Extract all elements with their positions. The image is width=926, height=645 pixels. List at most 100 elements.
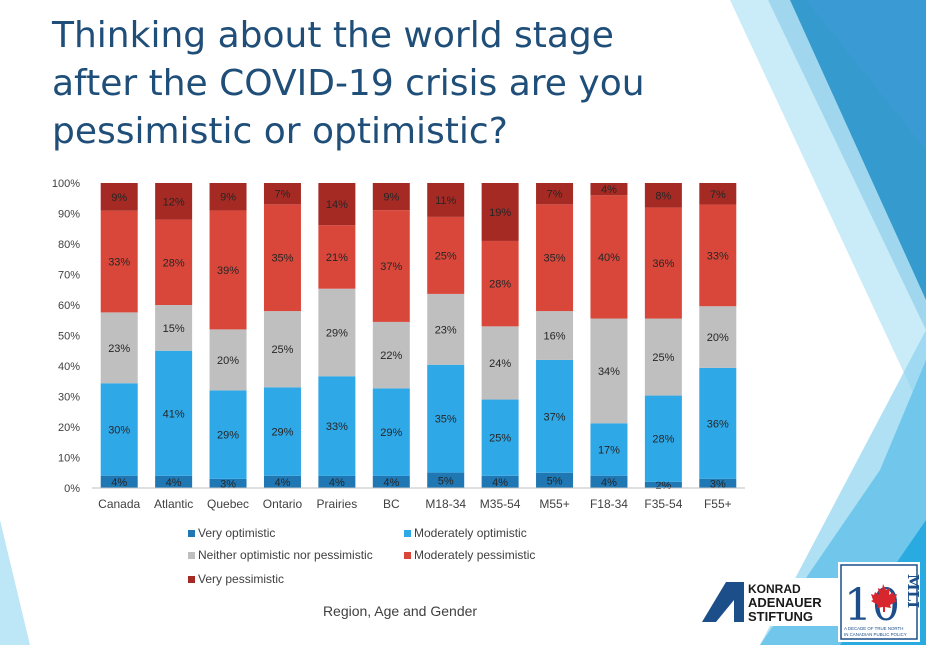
mli-logo-number: 10 [844, 580, 900, 631]
bar-segment-neither [644, 318, 682, 396]
bar-segment-moderately-pessimistic [318, 225, 356, 289]
data-label: 4% [166, 477, 182, 489]
y-tick-label: 100% [52, 178, 80, 190]
data-label: 9% [383, 192, 399, 204]
data-label: 29% [326, 327, 348, 339]
y-tick-label: 50% [58, 331, 80, 343]
bar-segment-very-pessimistic [209, 183, 247, 211]
legend-label: Moderately pessimistic [414, 548, 536, 562]
bar-segment-neither [590, 318, 628, 424]
data-label: 3% [710, 478, 726, 490]
data-label: 36% [652, 258, 674, 270]
bar-segment-neither [481, 326, 519, 400]
y-tick-label: 40% [58, 361, 80, 373]
kas-logo-line-2: ADENAUER [748, 595, 822, 610]
data-label: 29% [380, 427, 402, 439]
data-label: 11% [435, 195, 456, 207]
x-axis-title: Region, Age and Gender [322, 603, 478, 619]
bar-segment-very-optimistic [536, 472, 574, 488]
data-label: 28% [652, 434, 674, 446]
page-title: Thinking about the world stage after the… [52, 12, 742, 156]
bar-segment-very-pessimistic [590, 183, 628, 196]
bar-segment-moderately-pessimistic [263, 204, 301, 312]
bar-segment-very-pessimistic [481, 183, 519, 241]
bar-segment-very-pessimistic [318, 183, 356, 226]
data-label: 4% [111, 477, 127, 489]
data-label: 24% [489, 358, 511, 370]
y-tick-label: 10% [58, 453, 80, 465]
legend-swatch [188, 551, 195, 559]
x-tick-label: Canada [98, 497, 140, 511]
data-label: 4% [601, 477, 617, 489]
bar-segment-neither [209, 329, 247, 391]
data-label: 37% [544, 411, 566, 423]
bar-segment-very-pessimistic [263, 183, 301, 205]
y-tick-label: 90% [58, 209, 80, 221]
data-label: 4% [383, 477, 399, 489]
bar-segment-moderately-optimistic [536, 359, 574, 473]
data-label: 2% [655, 480, 671, 492]
data-label: 34% [598, 366, 620, 378]
bar-segment-moderately-pessimistic [427, 216, 465, 294]
data-label: 4% [329, 477, 345, 489]
mli-logo-tagline-1: A DECADE OF TRUE NORTH [844, 626, 903, 631]
konrad-adenauer-stiftung-logo: KONRAD ADENAUER STIFTUNG [700, 578, 840, 626]
data-label: 40% [598, 252, 620, 264]
bar-segment-very-optimistic [263, 475, 301, 488]
x-tick-label: BC [383, 497, 400, 511]
data-label: 33% [108, 257, 130, 269]
bar-segment-very-optimistic [427, 472, 465, 488]
bar-segment-neither [427, 293, 465, 365]
deco-shape-left-corner [0, 520, 30, 645]
bar-segment-very-optimistic [481, 475, 519, 488]
data-label: 33% [707, 250, 729, 262]
data-label: 35% [435, 414, 457, 426]
bar-segment-moderately-optimistic [590, 423, 628, 476]
data-label: 33% [326, 421, 348, 433]
bar-segment-moderately-optimistic [481, 399, 519, 476]
bar-segment-very-pessimistic [644, 183, 682, 208]
data-label: 20% [707, 332, 729, 344]
bar-segment-moderately-pessimistic [481, 240, 519, 327]
legend-item-very-pessimistic: Very pessimistic [188, 572, 284, 586]
legend-swatch [188, 575, 195, 583]
kas-logo-line-1: KONRAD [748, 582, 801, 596]
x-tick-label: M55+ [539, 497, 569, 511]
bar-segment-moderately-optimistic [699, 367, 737, 479]
data-label: 22% [380, 350, 402, 362]
x-tick-label: F55+ [704, 497, 732, 511]
bar-segment-moderately-optimistic [263, 387, 301, 476]
x-tick-label: M18-34 [425, 497, 466, 511]
maple-leaf-icon [871, 584, 897, 612]
x-tick-label: Atlantic [154, 497, 193, 511]
mli-logo-letters: MLI [904, 574, 920, 608]
data-label: 15% [163, 323, 185, 335]
data-label: 25% [489, 433, 511, 445]
y-tick-label: 60% [58, 300, 80, 312]
legend-swatch [404, 529, 411, 537]
data-label: 4% [601, 184, 617, 196]
data-label: 25% [435, 250, 457, 262]
bar-segment-moderately-optimistic [100, 383, 138, 476]
bar-segment-very-optimistic [100, 475, 138, 488]
data-label: 9% [220, 192, 236, 204]
data-label: 28% [163, 257, 185, 269]
title-line-1: Thinking about the world stage [52, 15, 614, 56]
data-label: 39% [217, 265, 239, 277]
data-label: 35% [271, 253, 293, 265]
bar-segment-neither [100, 312, 138, 384]
bar-segment-moderately-optimistic [209, 390, 247, 479]
data-label: 30% [108, 424, 130, 436]
bar-segment-very-optimistic [590, 475, 628, 488]
data-label: 12% [163, 196, 185, 208]
y-tick-label: 0% [64, 483, 80, 495]
bar-segment-very-optimistic [372, 475, 410, 488]
mli-logo-border [840, 564, 918, 640]
data-label: 23% [435, 324, 457, 336]
y-tick-label: 80% [58, 239, 80, 251]
bar-segment-moderately-optimistic [318, 376, 356, 476]
bar-segment-neither [536, 311, 574, 360]
deco-shape-right-mid [806, 0, 926, 150]
bar-segment-very-pessimistic [536, 183, 574, 205]
data-label: 25% [271, 344, 293, 356]
